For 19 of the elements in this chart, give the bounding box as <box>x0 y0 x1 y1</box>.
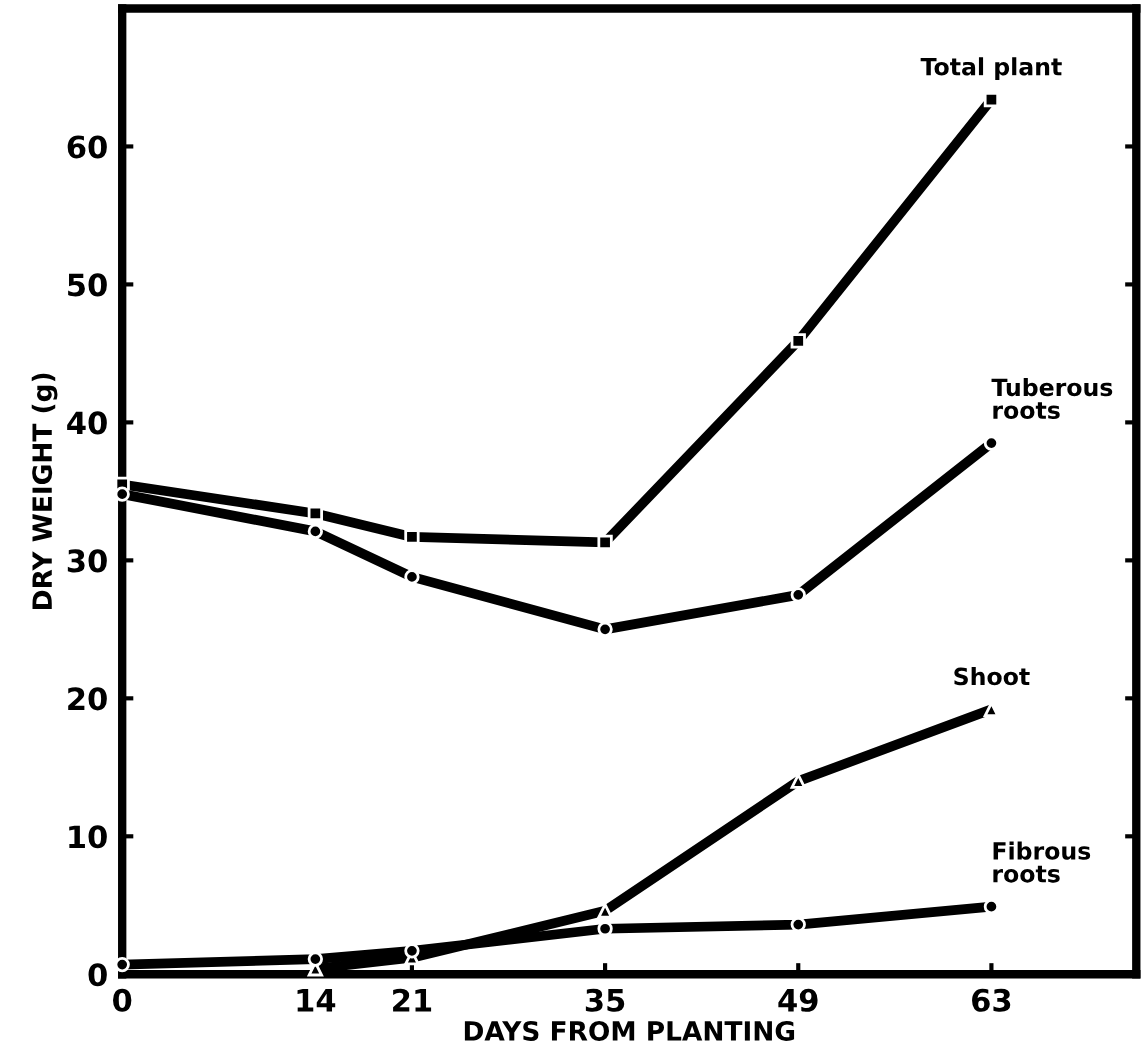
x-tick-label: 49 <box>778 988 818 1012</box>
x-tick-label: 63 <box>972 988 1011 1012</box>
series-label: Tuberous roots <box>991 377 1113 420</box>
x-tick-label: 21 <box>393 988 432 1012</box>
y-tick-label: 40 <box>67 411 107 435</box>
y-tick-label: 60 <box>67 135 107 159</box>
y-tick-label: 20 <box>68 687 107 711</box>
y-axis-title: DRY WEIGHT (g) <box>31 373 58 609</box>
y-tick-label: 0 <box>88 963 107 987</box>
x-tick-label: 35 <box>585 988 625 1012</box>
x-tick-label: 0 <box>113 988 132 1012</box>
y-tick-label: 30 <box>67 549 107 573</box>
series-label: Shoot <box>954 667 1030 686</box>
series-label: Fibrous roots <box>993 841 1091 883</box>
x-axis-title: DAYS FROM PLANTING <box>464 1020 795 1041</box>
y-tick-label: 50 <box>68 273 107 297</box>
y-tick-label: 10 <box>69 825 107 849</box>
series-label: Total plant <box>920 57 1062 81</box>
x-tick-label: 14 <box>297 989 336 1012</box>
